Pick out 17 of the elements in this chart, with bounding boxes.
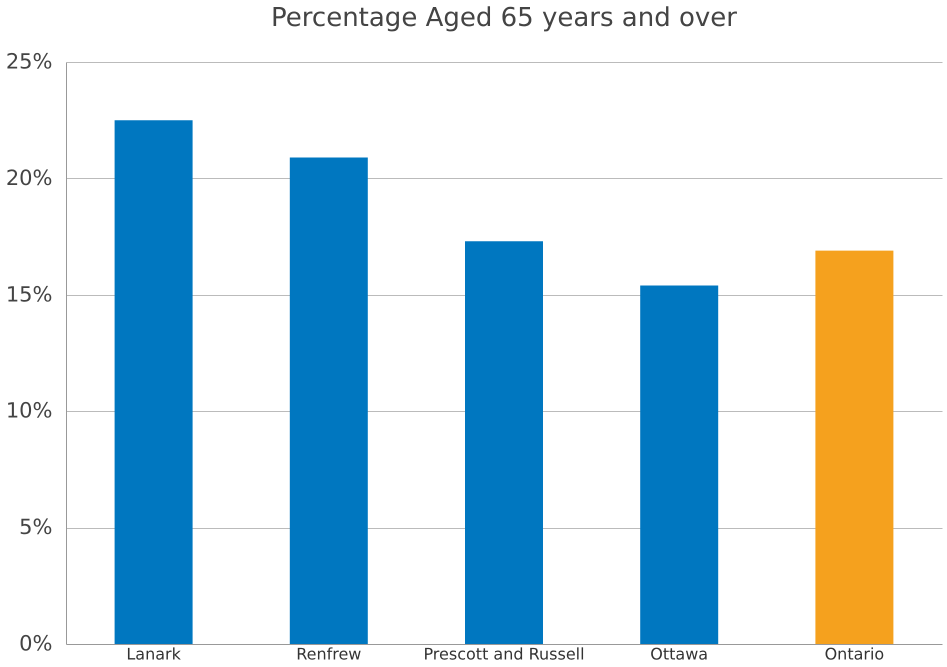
- bar: [815, 250, 894, 644]
- x-tick-label: Ontario: [824, 644, 884, 664]
- bar: [114, 120, 193, 644]
- x-tick-label: Lanark: [126, 644, 182, 664]
- chart-title: Percentage Aged 65 years and over: [271, 3, 738, 33]
- y-tick-label: 5%: [19, 515, 52, 540]
- bar: [290, 157, 368, 644]
- bar: [640, 285, 718, 644]
- x-tick-label: Ottawa: [650, 644, 708, 664]
- y-tick-label: 20%: [6, 166, 52, 190]
- x-tick-label: Renfrew: [296, 644, 362, 664]
- y-tick-label: 10%: [6, 398, 52, 423]
- y-tick-label: 25%: [6, 50, 52, 74]
- bar: [465, 241, 543, 644]
- y-tick-label: 0%: [19, 632, 52, 656]
- x-tick-label: Prescott and Russell: [423, 644, 585, 664]
- y-tick-label: 15%: [6, 282, 52, 306]
